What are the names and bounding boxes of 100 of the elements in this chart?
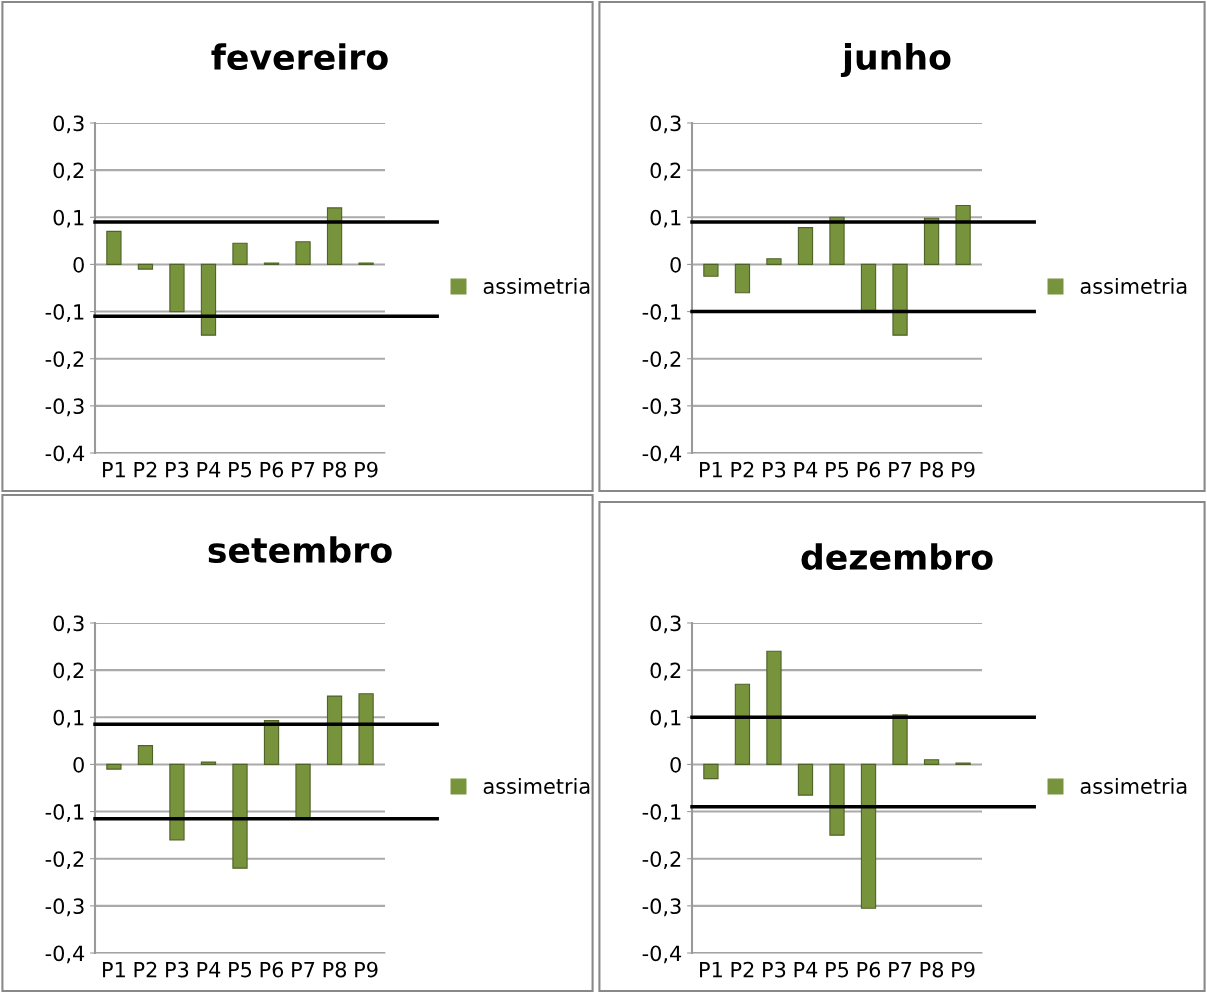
bar xyxy=(169,763,185,841)
chart-title: fevereiro xyxy=(211,43,388,71)
x-tick-label: P6 xyxy=(260,961,284,978)
x-tick-label: P1 xyxy=(700,461,722,478)
y-tick-label: -0,3 xyxy=(642,398,681,417)
y-tick-label: 0,2 xyxy=(650,162,681,181)
x-tick-label: P2 xyxy=(134,961,157,978)
x-tick-label: P7 xyxy=(889,961,912,978)
bar xyxy=(892,714,908,765)
y-tick-label: -0,4 xyxy=(45,945,85,964)
bar xyxy=(106,230,122,265)
x-tick-label: P5 xyxy=(229,961,252,978)
x-tick-label: P8 xyxy=(323,961,347,978)
legend-label: assimetria xyxy=(483,777,590,795)
x-tick-label: P6 xyxy=(260,461,284,478)
x-tick-label: P6 xyxy=(857,961,881,978)
bar xyxy=(797,763,814,796)
x-tick-label: P1 xyxy=(700,961,722,978)
x-tick-label: P7 xyxy=(292,961,315,978)
y-tick-label: -0,3 xyxy=(45,898,84,917)
x-tick-label: P3 xyxy=(763,461,786,478)
bar xyxy=(766,650,782,765)
y-tick-label: 0,2 xyxy=(53,662,84,681)
x-tick-label: P3 xyxy=(166,961,189,978)
x-tick-label: P9 xyxy=(952,461,975,478)
bar xyxy=(734,683,751,765)
y-tick-label: -0,1 xyxy=(642,804,681,822)
x-tick-label: P4 xyxy=(197,961,221,978)
chart-title: junho xyxy=(840,43,951,77)
bar xyxy=(200,761,217,765)
y-tick-label: -0,1 xyxy=(45,804,84,822)
x-tick-label: P3 xyxy=(166,461,189,478)
y-tick-label: 0 xyxy=(73,756,84,773)
x-tick-label: P1 xyxy=(103,961,125,978)
x-tick-label: P4 xyxy=(794,461,818,478)
bar xyxy=(358,693,374,765)
x-tick-label: P5 xyxy=(826,461,849,478)
bar xyxy=(923,759,940,765)
y-tick-label: 0,2 xyxy=(53,162,84,181)
bar xyxy=(829,216,845,265)
x-tick-label: P4 xyxy=(197,461,221,478)
bar xyxy=(232,763,248,869)
bar xyxy=(703,763,719,780)
bar xyxy=(326,695,343,765)
x-tick-label: P9 xyxy=(355,461,378,478)
bar xyxy=(232,242,248,265)
x-tick-label: P2 xyxy=(134,461,157,478)
legend-label: assimetria xyxy=(1080,777,1187,795)
y-tick-label: -0,4 xyxy=(642,445,682,464)
bar xyxy=(829,763,845,836)
bar xyxy=(169,263,185,313)
y-tick-label: 0,2 xyxy=(650,662,681,681)
y-tick-label: 0 xyxy=(670,256,681,273)
bar xyxy=(703,263,719,277)
y-tick-label: 0,3 xyxy=(53,115,84,134)
x-tick-label: P5 xyxy=(229,461,252,478)
x-tick-label: P2 xyxy=(731,961,754,978)
x-tick-label: P8 xyxy=(323,461,347,478)
y-tick-label: -0,2 xyxy=(642,351,681,370)
bar xyxy=(797,227,814,265)
legend-label: assimetria xyxy=(1080,277,1187,295)
x-tick-label: P4 xyxy=(794,961,818,978)
y-tick-label: -0,2 xyxy=(642,851,681,870)
x-tick-label: P5 xyxy=(826,961,849,978)
y-tick-label: -0,1 xyxy=(45,304,84,322)
y-tick-label: 0,3 xyxy=(53,615,84,634)
x-tick-label: P9 xyxy=(952,961,975,978)
bar xyxy=(766,258,782,265)
bar xyxy=(326,207,343,265)
y-tick-label: 0,3 xyxy=(650,115,681,134)
y-tick-label: 0 xyxy=(670,756,681,773)
y-tick-label: 0,1 xyxy=(650,209,681,228)
bar xyxy=(137,263,154,270)
y-tick-label: -0,2 xyxy=(45,851,84,870)
y-tick-label: -0,1 xyxy=(642,304,681,322)
bar xyxy=(200,263,217,336)
y-tick-label: -0,4 xyxy=(642,945,682,964)
bar xyxy=(860,263,877,313)
bar xyxy=(106,763,122,770)
y-tick-label: 0,1 xyxy=(53,209,84,228)
x-tick-label: P9 xyxy=(355,961,378,978)
y-tick-label: 0 xyxy=(73,256,84,273)
chart-title: dezembro xyxy=(801,543,993,571)
x-tick-label: P2 xyxy=(731,461,754,478)
x-tick-label: P1 xyxy=(103,461,125,478)
x-tick-label: P8 xyxy=(920,461,944,478)
bar xyxy=(734,263,751,294)
y-tick-label: -0,2 xyxy=(45,351,84,370)
legend-label: assimetria xyxy=(483,277,590,295)
bar xyxy=(295,763,311,820)
x-tick-label: P3 xyxy=(763,961,786,978)
y-tick-label: 0,3 xyxy=(650,615,681,634)
y-tick-label: -0,3 xyxy=(642,898,681,917)
x-tick-label: P7 xyxy=(889,461,912,478)
bar xyxy=(295,241,311,265)
x-tick-label: P8 xyxy=(920,961,944,978)
bar xyxy=(955,204,971,265)
y-tick-label: 0,1 xyxy=(53,709,84,728)
bar xyxy=(137,745,154,765)
chart-title: setembro xyxy=(208,536,392,564)
